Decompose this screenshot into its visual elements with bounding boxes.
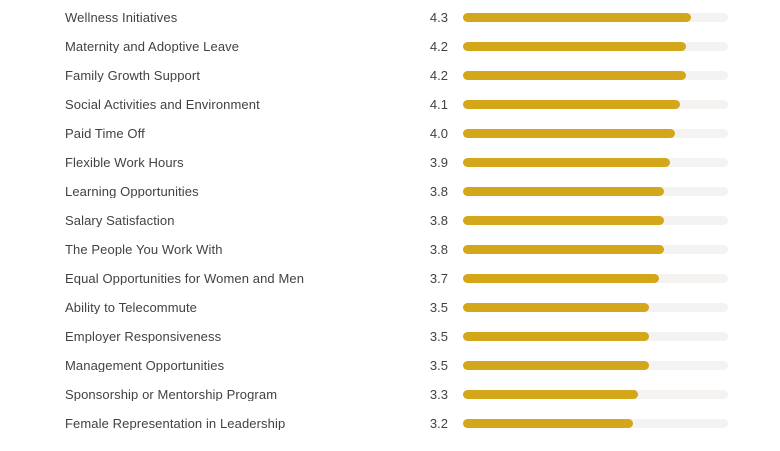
category-label: Employer Responsiveness [65, 330, 222, 343]
bar-fill [463, 71, 686, 80]
bar-fill [463, 100, 681, 109]
rating-row: Social Activities and Environment 4.1 [0, 90, 780, 119]
bar-fill [463, 274, 660, 283]
bar-track [463, 42, 728, 51]
bar-fill [463, 187, 665, 196]
bar-track [463, 245, 728, 254]
bar-fill [463, 129, 675, 138]
category-label: Family Growth Support [65, 69, 201, 82]
bar-track [463, 158, 728, 167]
bar-track [463, 100, 728, 109]
bar-fill [463, 245, 665, 254]
bar-fill [463, 158, 670, 167]
rating-value: 3.5 [429, 358, 448, 373]
rating-row: The People You Work With 3.8 [0, 235, 780, 264]
bar-track [463, 390, 728, 399]
rating-row: Flexible Work Hours 3.9 [0, 148, 780, 177]
rating-row: Management Opportunities 3.5 [0, 351, 780, 380]
rating-value: 3.8 [429, 213, 448, 228]
rating-row: Salary Satisfaction 3.8 [0, 206, 780, 235]
category-label: Female Representation in Leadership [65, 417, 286, 430]
rating-row: Wellness Initiatives 4.3 [0, 3, 780, 32]
rating-value: 3.5 [429, 300, 448, 315]
category-label: The People You Work With [65, 243, 223, 256]
bar-track [463, 216, 728, 225]
rating-value: 3.9 [429, 155, 448, 170]
rating-row: Sponsorship or Mentorship Program 3.3 [0, 380, 780, 409]
bar-track [463, 129, 728, 138]
category-label: Social Activities and Environment [65, 98, 260, 111]
bar-fill [463, 419, 633, 428]
bar-fill [463, 42, 686, 51]
rating-value: 3.8 [429, 242, 448, 257]
rating-row: Learning Opportunities 3.8 [0, 177, 780, 206]
category-label: Paid Time Off [65, 127, 145, 140]
rating-row: Employer Responsiveness 3.5 [0, 322, 780, 351]
rating-row: Equal Opportunities for Women and Men 3.7 [0, 264, 780, 293]
category-label: Maternity and Adoptive Leave [65, 40, 240, 53]
rating-row: Family Growth Support 4.2 [0, 61, 780, 90]
rating-value: 4.0 [429, 126, 448, 141]
bar-track [463, 13, 728, 22]
category-label: Salary Satisfaction [65, 214, 175, 227]
bar-track [463, 303, 728, 312]
rating-value: 3.3 [429, 387, 448, 402]
rating-value: 4.1 [429, 97, 448, 112]
rating-value: 3.5 [429, 329, 448, 344]
bar-track [463, 71, 728, 80]
category-label: Learning Opportunities [65, 185, 199, 198]
bar-track [463, 419, 728, 428]
category-label: Ability to Telecommute [65, 301, 198, 314]
bar-track [463, 332, 728, 341]
bar-track [463, 187, 728, 196]
bar-track [463, 361, 728, 370]
bar-fill [463, 303, 649, 312]
rating-value: 4.2 [429, 68, 448, 83]
rating-value: 3.8 [429, 184, 448, 199]
rating-value: 3.7 [429, 271, 448, 286]
bar-fill [463, 390, 638, 399]
category-label: Management Opportunities [65, 359, 225, 372]
bar-fill [463, 361, 649, 370]
category-label: Sponsorship or Mentorship Program [65, 388, 278, 401]
bar-fill [463, 332, 649, 341]
category-label: Wellness Initiatives [65, 11, 178, 24]
category-label: Flexible Work Hours [65, 156, 184, 169]
rating-value: 3.2 [429, 416, 448, 431]
rating-row: Paid Time Off 4.0 [0, 119, 780, 148]
bar-fill [463, 13, 691, 22]
rating-value: 4.3 [429, 10, 448, 25]
rating-value: 4.2 [429, 39, 448, 54]
rating-row: Ability to Telecommute 3.5 [0, 293, 780, 322]
bar-track [463, 274, 728, 283]
category-label: Equal Opportunities for Women and Men [65, 272, 305, 285]
rating-row: Maternity and Adoptive Leave 4.2 [0, 32, 780, 61]
bar-fill [463, 216, 665, 225]
rating-row: Female Representation in Leadership 3.2 [0, 409, 780, 438]
